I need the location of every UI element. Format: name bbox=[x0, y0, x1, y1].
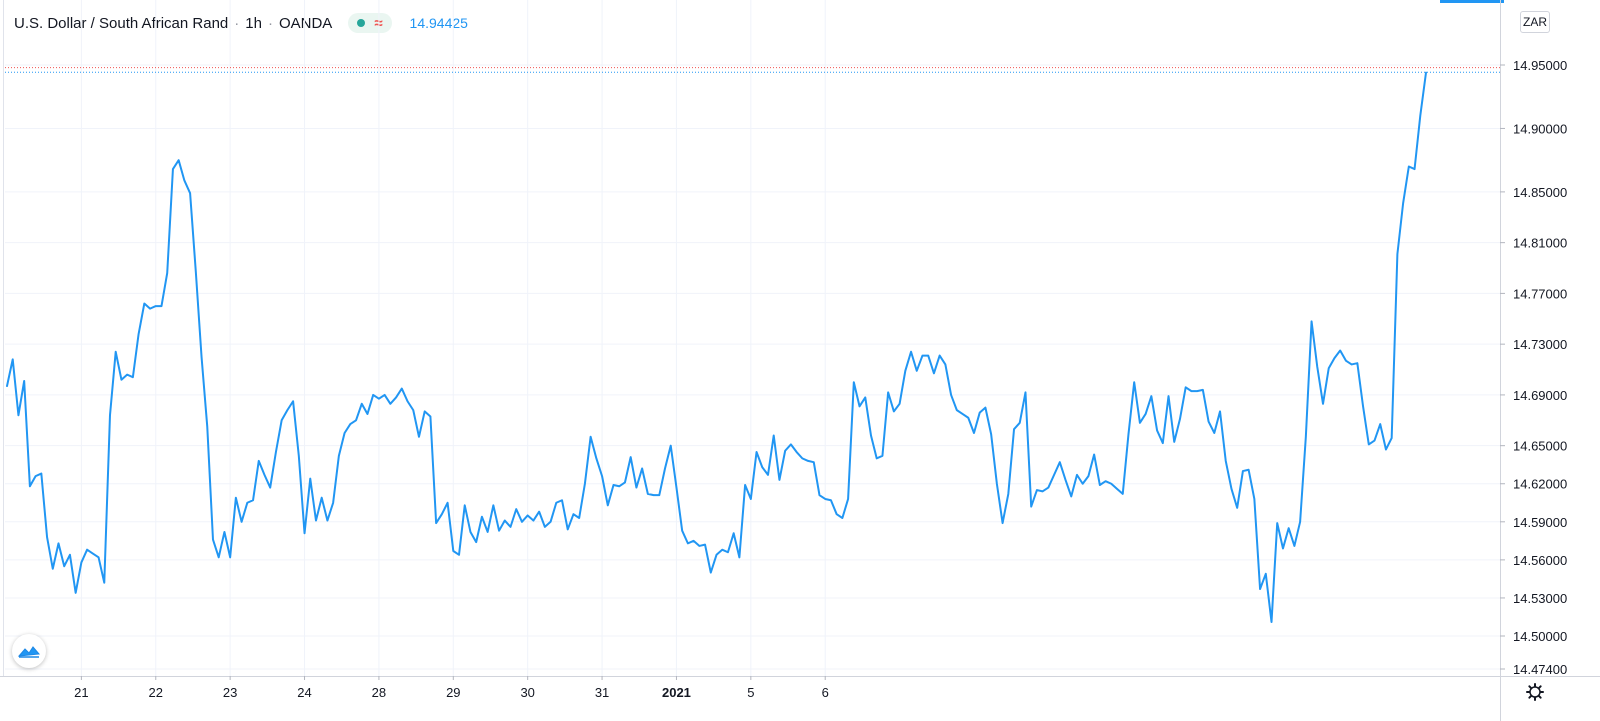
symbol-title[interactable]: U.S. Dollar / South African Rand bbox=[14, 14, 229, 32]
y-tick-label: 14.95000 bbox=[1513, 58, 1567, 73]
y-tick-label: 14.47400 bbox=[1513, 662, 1567, 677]
separator-dot: · bbox=[267, 14, 273, 32]
tradingview-logo-icon bbox=[18, 646, 40, 658]
series-line bbox=[6, 71, 1427, 624]
y-tick-label: 14.59000 bbox=[1513, 515, 1567, 530]
x-tick-label: 2021 bbox=[662, 685, 691, 700]
x-tick-label: 5 bbox=[747, 685, 754, 700]
y-tick-label: 14.56000 bbox=[1513, 553, 1567, 568]
settings-gear-icon bbox=[1526, 683, 1544, 701]
y-tick-label: 14.53000 bbox=[1513, 591, 1567, 606]
interval-label[interactable]: 1h bbox=[245, 14, 262, 32]
grid-lines bbox=[5, 0, 1500, 676]
x-tick-label: 22 bbox=[149, 685, 163, 700]
reference-lines bbox=[5, 67, 1500, 73]
x-tick-label: 24 bbox=[297, 685, 311, 700]
top-accent-bar bbox=[1440, 0, 1504, 3]
x-axis-tick-labels: 21 22 23 24 28 29 30 31 2021 5 6 bbox=[74, 676, 829, 700]
y-tick-label: 14.69000 bbox=[1513, 388, 1567, 403]
source-label: OANDA bbox=[278, 14, 333, 32]
y-tick-label: 14.81000 bbox=[1513, 236, 1567, 251]
market-status-dot-icon bbox=[357, 19, 366, 27]
y-tick-label: 14.77000 bbox=[1513, 286, 1567, 301]
series-layer bbox=[6, 71, 1427, 624]
y-tick-label: 14.50000 bbox=[1513, 629, 1567, 644]
x-tick-label: 31 bbox=[595, 685, 609, 700]
y-tick-label: 14.85000 bbox=[1513, 185, 1567, 200]
y-tick-label: 14.73000 bbox=[1513, 337, 1567, 352]
separator-dot: · bbox=[234, 14, 240, 32]
x-tick-label: 6 bbox=[822, 685, 829, 700]
y-axis-tick-labels: 14.95000 14.90000 14.85000 14.81000 14.77000… bbox=[1500, 58, 1567, 677]
x-tick-label: 23 bbox=[223, 685, 237, 700]
x-tick-label: 30 bbox=[520, 685, 534, 700]
y-tick-label: 14.62000 bbox=[1513, 477, 1567, 492]
x-tick-label: 29 bbox=[446, 685, 460, 700]
tradingview-logo-button[interactable] bbox=[12, 634, 46, 668]
y-tick-label: 14.65000 bbox=[1513, 439, 1567, 454]
x-tick-label: 21 bbox=[74, 685, 88, 700]
x-tick-label: 28 bbox=[372, 685, 386, 700]
currency-button[interactable]: ZAR bbox=[1520, 11, 1550, 33]
y-tick-label: 14.90000 bbox=[1513, 121, 1567, 136]
